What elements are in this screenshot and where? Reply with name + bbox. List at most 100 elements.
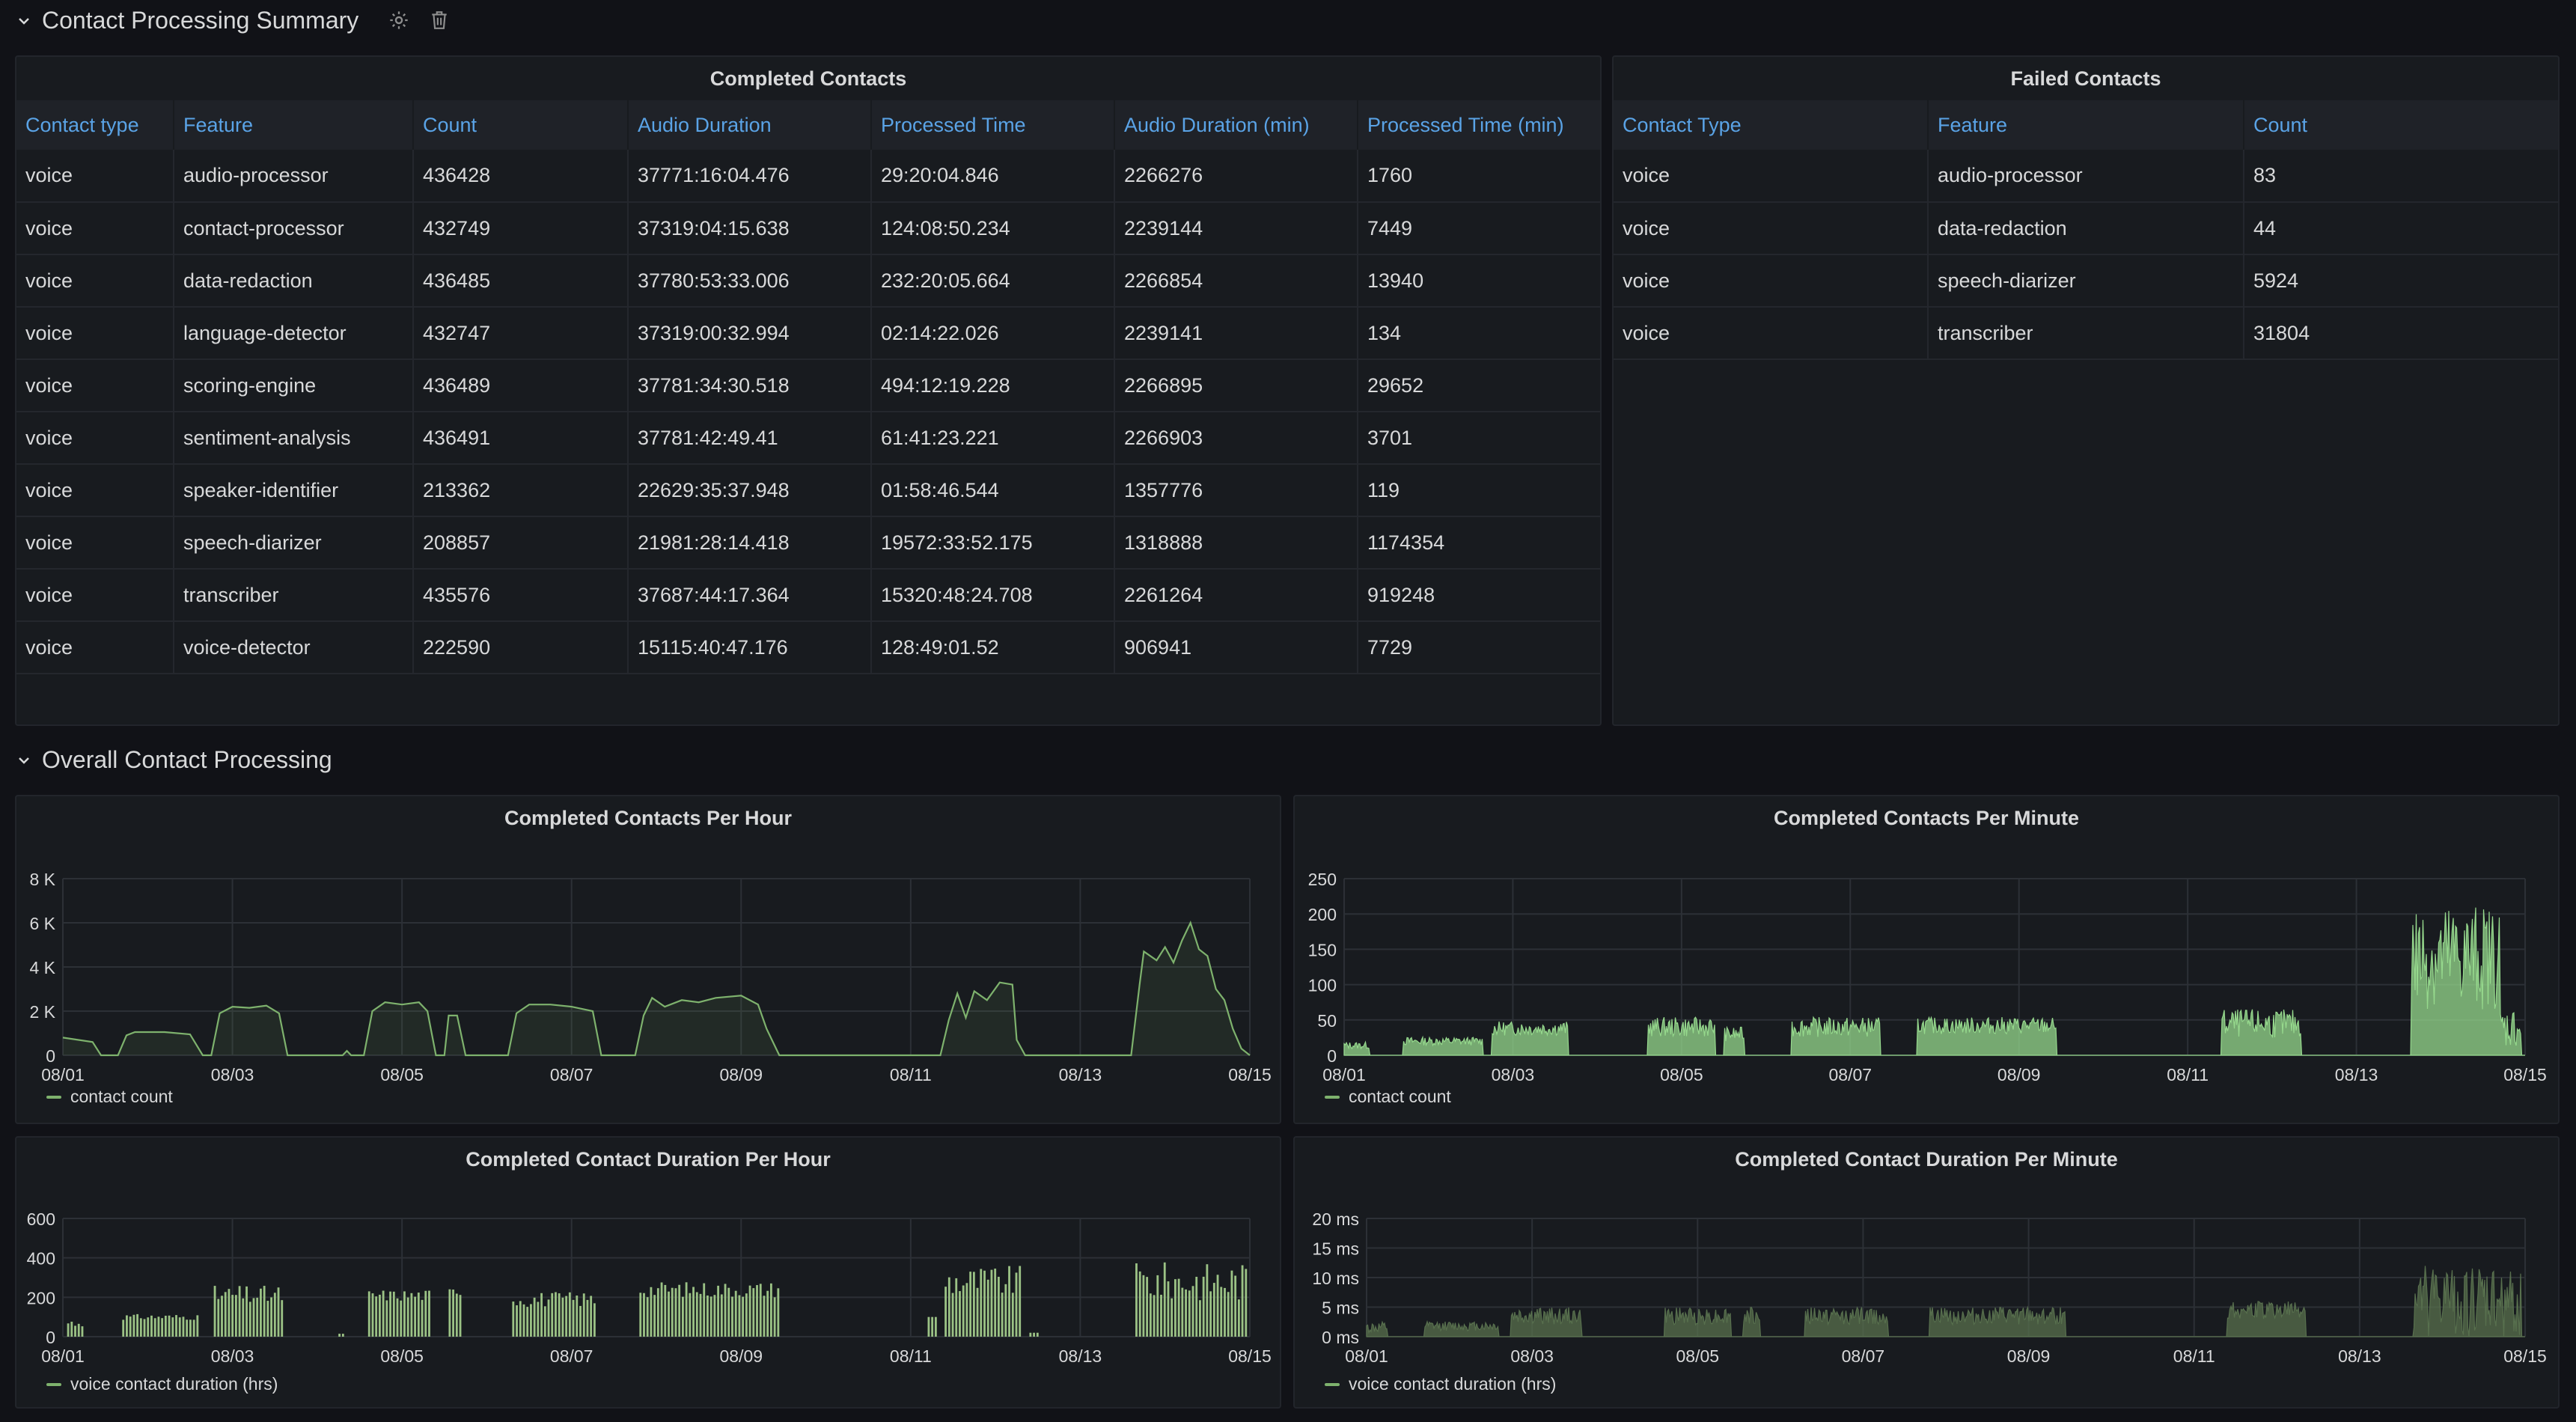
bar xyxy=(955,1278,958,1337)
series-area xyxy=(63,923,1250,1055)
bar xyxy=(1188,1290,1191,1337)
bar xyxy=(980,1269,983,1337)
row-header-summary[interactable]: Contact Processing Summary xyxy=(16,1,454,39)
bar xyxy=(959,1291,961,1337)
table-row: voice audio-processor 83 xyxy=(1614,150,2558,203)
bar xyxy=(643,1293,645,1337)
bar xyxy=(126,1315,128,1337)
column-header[interactable]: Audio Duration xyxy=(628,100,872,150)
bar xyxy=(263,1286,266,1337)
x-tick-label: 08/09 xyxy=(2007,1346,2051,1366)
chevron-down-icon[interactable] xyxy=(16,10,31,30)
x-tick-label: 08/03 xyxy=(1510,1346,1554,1366)
table-cell: voice xyxy=(16,516,174,570)
column-header[interactable]: Feature xyxy=(1928,100,2244,150)
column-header[interactable]: Processed Time (min) xyxy=(1358,100,1600,150)
bar xyxy=(568,1292,571,1337)
y-tick-label: 400 xyxy=(27,1249,55,1269)
bar xyxy=(976,1287,979,1337)
chevron-down-icon[interactable] xyxy=(16,750,31,769)
bar xyxy=(77,1323,80,1337)
bar xyxy=(555,1292,557,1337)
bar xyxy=(530,1304,532,1337)
bar xyxy=(1029,1332,1032,1337)
legend-swatch xyxy=(1325,1095,1340,1099)
chart-contacts-per-minute: 0 50 100 150 200 250 08/01 08/03 08/05 08/07 08/09… xyxy=(1308,870,2547,1084)
bar xyxy=(161,1318,164,1337)
x-tick-label: 08/09 xyxy=(720,1065,763,1084)
table-cell: transcriber xyxy=(1928,307,2244,360)
bar xyxy=(403,1291,406,1337)
table-cell: data-redaction xyxy=(1928,202,2244,255)
table-cell: voice xyxy=(1614,307,1929,360)
bar xyxy=(731,1296,733,1337)
legend-item[interactable]: voice contact duration (hrs) xyxy=(1325,1374,1556,1394)
bar xyxy=(385,1300,388,1337)
column-header[interactable]: Processed Time xyxy=(871,100,1115,150)
column-header[interactable]: Contact Type xyxy=(1614,100,1929,150)
bar xyxy=(752,1288,755,1337)
bar xyxy=(703,1283,706,1337)
bar xyxy=(459,1295,462,1337)
bar xyxy=(681,1296,684,1337)
bar xyxy=(196,1315,199,1337)
x-tick-label: 08/11 xyxy=(2167,1065,2209,1084)
legend-item[interactable]: contact count xyxy=(46,1087,173,1107)
section-title-overall: Overall Contact Processing xyxy=(42,745,332,773)
table-cell: 37687:44:17.364 xyxy=(628,569,872,622)
bar xyxy=(424,1290,427,1337)
bar xyxy=(400,1300,403,1337)
bar xyxy=(74,1325,76,1337)
bar xyxy=(168,1315,171,1337)
column-header[interactable]: Audio Duration (min) xyxy=(1114,100,1358,150)
column-header[interactable]: Feature xyxy=(174,100,414,150)
column-header[interactable]: Contact type xyxy=(16,100,174,150)
legend-item[interactable]: voice contact duration (hrs) xyxy=(46,1374,278,1394)
column-header[interactable]: Count xyxy=(413,100,629,150)
bar xyxy=(452,1290,455,1337)
column-header[interactable]: Count xyxy=(2244,100,2558,150)
bar xyxy=(242,1298,245,1337)
bar xyxy=(164,1315,167,1337)
x-tick-label: 08/15 xyxy=(1228,1065,1272,1084)
row-header-overall[interactable]: Overall Contact Processing xyxy=(16,741,332,778)
bar xyxy=(561,1297,564,1337)
bar xyxy=(132,1314,135,1337)
bar xyxy=(1181,1287,1184,1337)
table-cell: 37780:53:33.006 xyxy=(628,254,872,308)
bar xyxy=(175,1315,177,1337)
bar xyxy=(182,1316,185,1337)
bar xyxy=(252,1298,255,1337)
legend-item[interactable]: contact count xyxy=(1325,1087,1451,1107)
table-cell: 02:14:22.026 xyxy=(871,307,1115,360)
bar xyxy=(689,1293,692,1337)
trash-icon[interactable] xyxy=(424,5,454,35)
bar xyxy=(745,1293,748,1337)
bar xyxy=(1177,1278,1180,1337)
table-row: voice speech-diarizer 5924 xyxy=(1614,254,2558,308)
bar xyxy=(1142,1275,1145,1337)
table-cell: 22629:35:37.948 xyxy=(628,464,872,517)
table-cell: 37319:00:32.994 xyxy=(628,307,872,360)
table-cell: 919248 xyxy=(1358,569,1600,622)
bar xyxy=(590,1296,593,1337)
x-tick-label: 08/07 xyxy=(1829,1065,1873,1084)
bar xyxy=(136,1313,139,1337)
y-tick-label: 200 xyxy=(1308,905,1337,924)
gear-icon[interactable] xyxy=(384,5,414,35)
bar xyxy=(748,1285,751,1337)
bar xyxy=(994,1269,997,1337)
bar xyxy=(990,1269,993,1337)
bar xyxy=(533,1297,536,1337)
bar xyxy=(660,1282,663,1337)
y-tick-label: 50 xyxy=(1317,1011,1337,1031)
bar xyxy=(664,1284,667,1337)
panel-title: Completed Contacts Per Hour xyxy=(504,806,793,829)
bar xyxy=(1185,1289,1187,1337)
table-cell: 435576 xyxy=(413,569,629,622)
bar xyxy=(695,1292,698,1337)
bar xyxy=(150,1315,153,1337)
bar xyxy=(1149,1293,1152,1337)
bar xyxy=(1241,1265,1244,1337)
chart-duration-per-hour: 0 200 400 600 08/01 08/03 08/05 08/07 08/09 08/11… xyxy=(27,1209,1272,1366)
